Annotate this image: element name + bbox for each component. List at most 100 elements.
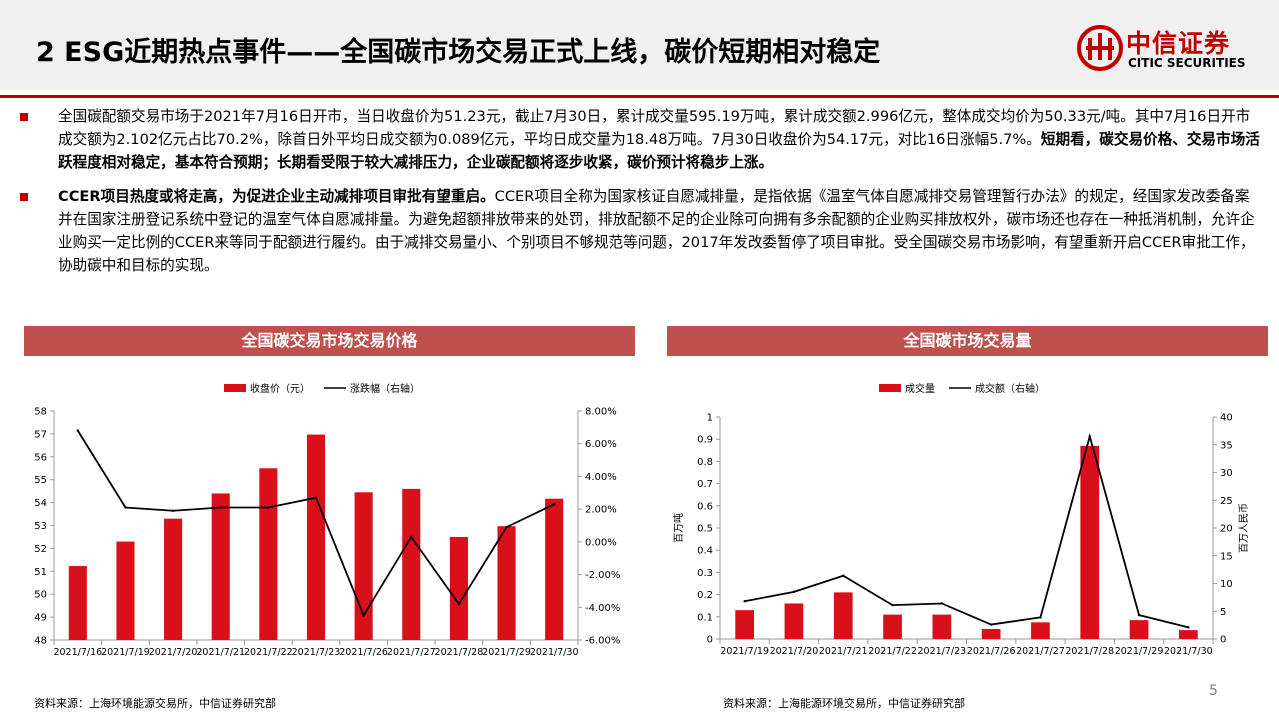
bar [883, 614, 902, 639]
bullet-text: CCER项目全称为国家核证自愿减排量，是指依据《温室气体自愿减排交易管理暂行办法… [58, 188, 1255, 274]
y-left-tick-label: 56 [34, 452, 47, 463]
legend-line-label: 成交额（右轴） [975, 382, 1045, 395]
y-left-tick-label: 55 [34, 475, 47, 486]
line-point [410, 535, 413, 539]
y-right-tick-label: -2.00% [585, 570, 620, 581]
y-left-tick-label: 0.7 [697, 479, 713, 490]
y-right-tick-label: 0 [1220, 635, 1226, 646]
bar [68, 566, 87, 640]
bar [449, 536, 468, 640]
page-number: 5 [1209, 683, 1218, 699]
x-tick-label: 2021/7/21 [196, 647, 245, 658]
y-right-tick-label: 10 [1220, 579, 1233, 590]
bullet-item: CCER项目热度或将走高，为促进企业主动减排项目审批有望重启。CCER项目全称为… [18, 185, 1263, 277]
y-left-tick-label: 50 [34, 590, 47, 601]
x-tick-label: 2021/7/29 [482, 647, 531, 658]
line-point [505, 525, 508, 529]
line-point [891, 603, 894, 607]
y-right-tick-label: 6.00% [585, 439, 617, 450]
right-chart-banner: 全国碳市场交易量 [667, 326, 1268, 356]
x-tick-label: 2021/7/28 [435, 647, 484, 658]
y-right-tick-label: 15 [1220, 551, 1233, 562]
line-point [552, 503, 556, 506]
x-tick-label: 2021/7/20 [149, 647, 198, 658]
line-point [792, 590, 796, 594]
bullet-text-bold: 短期看，碳交易价格、交易市场活跃程度相对稳定，基本符合预期；长期看受限于较大减排… [58, 131, 1260, 171]
x-tick-label: 2021/7/27 [387, 647, 436, 658]
y-right-tick-label: 25 [1220, 496, 1233, 507]
line-point [457, 602, 461, 606]
line-point [1088, 435, 1091, 438]
bar [354, 492, 373, 640]
bar [1031, 622, 1050, 639]
y-left-tick-label: 52 [34, 544, 47, 555]
bar [259, 468, 278, 640]
line-point [124, 506, 127, 509]
y-left-tick-label: 54 [34, 498, 47, 509]
legend-bar-swatch [879, 384, 901, 392]
bar [735, 610, 755, 639]
y-left-tick-label: 0.8 [697, 457, 713, 468]
legend-bar-label: 成交量 [905, 382, 935, 395]
right-source: 资料来源：上海能源环境交易所，中信证券研究部 [723, 697, 965, 710]
legend-bar-swatch [224, 384, 246, 392]
bullet-square-icon [20, 113, 28, 121]
page-title: 2 ESG近期热点事件——全国碳市场交易正式上线，碳价短期相对稳定 [36, 37, 881, 68]
x-tick-label: 2021/7/22 [868, 646, 917, 657]
y-right-tick-label: 35 [1220, 440, 1233, 451]
y-left-tick-label: 0 [707, 635, 713, 646]
bullet-text: 全国碳配额交易市场于2021年7月16日开市，当日收盘价为51.23元，截止7月… [58, 108, 1251, 148]
y-right-tick-label: -6.00% [585, 636, 620, 647]
bullet-list: 全国碳配额交易市场于2021年7月16日开市，当日收盘价为51.23元，截止7月… [18, 105, 1263, 288]
y-left-axis-title: 百万吨 [672, 513, 685, 543]
bar [116, 541, 135, 640]
line-point [76, 429, 80, 432]
x-tick-label: 2021/7/19 [720, 646, 769, 657]
y-right-tick-label: 4.00% [585, 472, 617, 483]
left-source: 资料来源：上海环境能源交易所，中信证券研究部 [34, 697, 276, 710]
x-tick-label: 2021/7/26 [339, 647, 388, 658]
line-point [171, 509, 175, 512]
y-left-tick-label: 51 [34, 567, 47, 578]
line-point [989, 623, 993, 626]
y-left-tick-label: 0.4 [697, 546, 713, 557]
x-tick-label: 2021/7/26 [967, 646, 1016, 657]
y-left-tick-label: 53 [34, 521, 47, 532]
y-left-tick-label: 0.2 [697, 590, 713, 601]
price-chart: 收盘价（元） 涨跌幅（右轴） 48 49 50 51 52 53 54 55 56 57 58 -6.00… [34, 382, 620, 658]
x-tick-label: 2021/7/27 [1016, 646, 1065, 657]
header-band [0, 0, 1279, 90]
line-point [1137, 613, 1141, 617]
line-point [1187, 626, 1190, 629]
x-tick-label: 2021/7/23 [292, 647, 341, 658]
x-tick-label: 2021/7/20 [770, 646, 819, 657]
citic-logo: 中信证券 CITIC SECURITIES [1076, 22, 1266, 74]
bar [1080, 445, 1100, 639]
x-tick-label: 2021/7/16 [53, 647, 102, 658]
bar [833, 592, 853, 639]
y-left-tick-label: 48 [34, 636, 47, 647]
line-series [744, 433, 1189, 629]
x-tick-label: 2021/7/22 [244, 647, 293, 658]
bar [211, 493, 230, 640]
bullet-text-bold: CCER项目热度或将走高，为促进企业主动减排项目审批有望重启。 [58, 188, 495, 205]
bar [1129, 620, 1149, 639]
y-left-tick-label: 0.5 [697, 524, 713, 535]
y-right-tick-label: 40 [1220, 413, 1233, 424]
line-point [267, 506, 270, 509]
y-left-tick-label: 0.6 [697, 501, 713, 512]
bar [164, 518, 183, 640]
x-tick-label: 2021/7/30 [1164, 646, 1213, 657]
bar [1178, 630, 1198, 639]
y-left-tick-label: 49 [34, 613, 47, 624]
y-right-tick-label: 2.00% [585, 505, 617, 516]
citic-logo-icon [1077, 25, 1123, 71]
left-chart-banner: 全国碳交易市场交易价格 [24, 326, 635, 356]
y-right-axis-title: 百万人民币 [1238, 503, 1250, 553]
y-right-tick-label: 0.00% [585, 537, 617, 548]
bar [932, 614, 952, 639]
header-divider [0, 95, 1279, 98]
x-tick-label: 2021/7/30 [530, 647, 579, 658]
x-tick-label: 2021/7/28 [1065, 646, 1114, 657]
y-left-tick-label: 1 [707, 413, 713, 424]
